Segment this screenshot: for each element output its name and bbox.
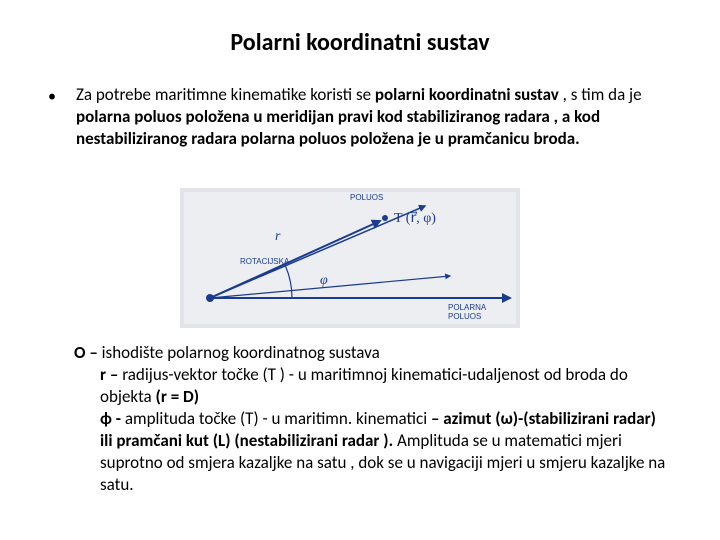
bullet-marker: • <box>48 84 76 150</box>
bullet-b2: polarna poluos položena u meridijan prav… <box>76 106 600 149</box>
svg-text:ROTACĲSKA: ROTACĲSKA <box>240 257 290 266</box>
page-title: Polarni koordinatni sustav <box>0 28 720 57</box>
svg-text:φ: φ <box>320 273 328 288</box>
def-phi-label: ϕ - <box>100 408 125 429</box>
svg-text:r⃗: r⃗ <box>275 229 291 244</box>
bullet-text: Za potrebe maritimne kinematike koristi … <box>76 84 668 150</box>
bullet-b1: polarni koordinatni sustav <box>375 84 563 105</box>
def-r-label: r – <box>100 364 122 385</box>
def-o-text: ishodište polarnog koordinatnog sustava <box>102 342 380 363</box>
bullet-paragraph: • Za potrebe maritimne kinematike korist… <box>48 84 668 150</box>
svg-text:POLARNA: POLARNA <box>448 303 487 312</box>
svg-text:POLUOS: POLUOS <box>350 193 383 202</box>
svg-text:T (r⃗, φ): T (r⃗, φ) <box>394 211 436 226</box>
def-r-trailing: (r = D) <box>156 386 200 407</box>
polar-diagram: r⃗ROTACĲSKAPOLUOST (r⃗, φ)φPOLARNAPOLUOS <box>180 188 520 328</box>
definitions-block: O – ishodište polarnog koordinatnog sust… <box>74 342 670 496</box>
def-phi-text: amplituda točke (T) - u maritimn. kinema… <box>125 408 431 429</box>
svg-text:POLUOS: POLUOS <box>448 312 481 321</box>
bullet-t2: , s tim da je <box>563 84 642 105</box>
bullet-t1: Za potrebe maritimne kinematike koristi … <box>76 84 375 105</box>
def-o-label: O – <box>74 342 102 363</box>
